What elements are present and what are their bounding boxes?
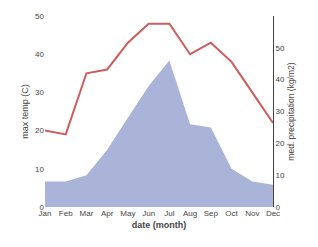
svg-text:Jan: Jan [39,209,52,218]
svg-text:20: 20 [35,126,44,135]
svg-text:40: 40 [35,50,44,59]
svg-text:Feb: Feb [59,209,73,218]
svg-text:50: 50 [35,12,44,21]
svg-text:40: 40 [276,75,285,84]
svg-text:0: 0 [276,203,281,212]
svg-text:Apr: Apr [101,209,114,218]
svg-text:Mar: Mar [80,209,94,218]
svg-text:date (month): date (month) [132,220,187,230]
svg-text:May: May [120,209,135,218]
svg-text:30: 30 [35,88,44,97]
svg-text:Dec: Dec [266,209,280,218]
svg-text:max temp (C): max temp (C) [20,84,30,139]
svg-text:med. precipitation (kg/m2): med. precipitation (kg/m2) [286,62,296,160]
svg-text:30: 30 [276,107,285,116]
svg-text:10: 10 [35,165,44,174]
svg-text:50: 50 [276,44,285,53]
svg-text:Sep: Sep [204,209,219,218]
svg-text:20: 20 [276,139,285,148]
svg-text:Jul: Jul [164,209,174,218]
svg-text:0: 0 [40,203,45,212]
svg-text:Oct: Oct [225,209,238,218]
svg-text:Jun: Jun [142,209,155,218]
svg-text:Nov: Nov [245,209,259,218]
svg-text:Aug: Aug [183,209,197,218]
svg-text:10: 10 [276,171,285,180]
